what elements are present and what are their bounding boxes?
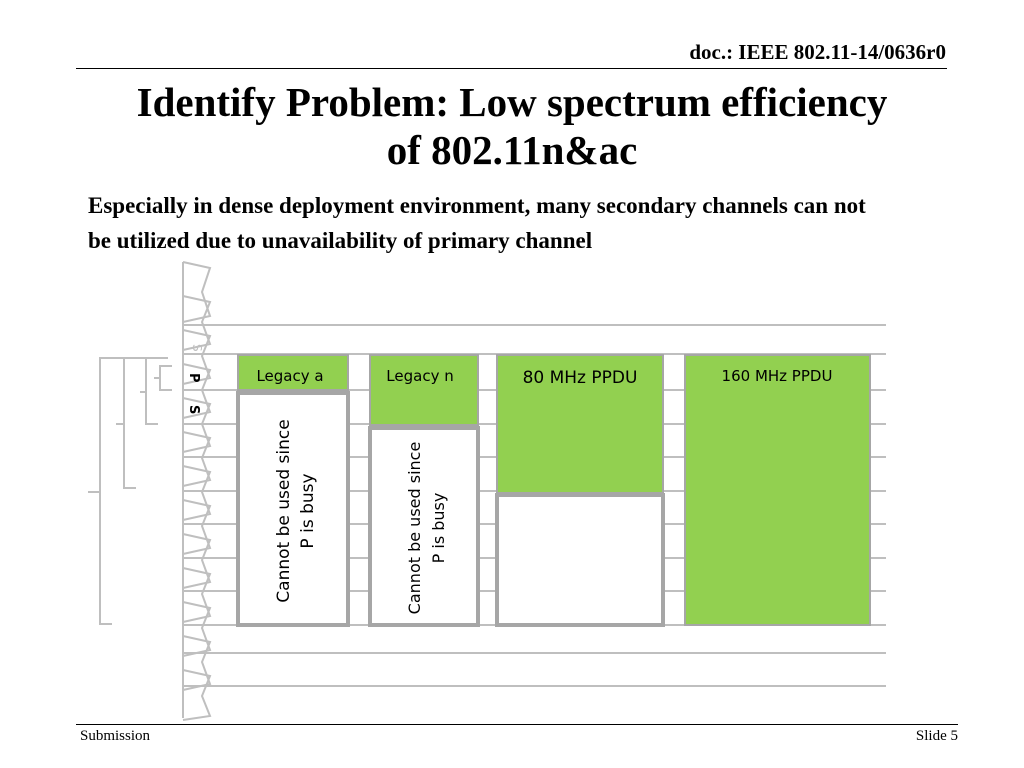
legacy-n-label: Legacy n — [386, 367, 453, 385]
busy-note-1-line-1: Cannot be used since — [274, 419, 294, 602]
footer-submission: Submission — [80, 728, 151, 744]
slide-subtitle: Especially in dense deployment environme… — [88, 193, 866, 253]
legacy-a-unused-block — [236, 391, 350, 627]
busy-note-2: Cannot be used since P is busy — [405, 442, 448, 615]
ppdu-160-label: 160 MHz PPDU — [722, 367, 833, 385]
ppdu-80-block — [496, 354, 664, 494]
footer-slide-number: Slide 5 — [915, 728, 958, 744]
legacy-a-block — [237, 354, 349, 391]
channel-label-primary: P — [186, 373, 201, 383]
legacy-n-unused-block — [368, 426, 480, 627]
header-divider — [76, 68, 947, 69]
legacy-n-block — [369, 354, 479, 426]
ppdu-80-unused-block — [495, 493, 665, 627]
ppdu-160-block — [684, 354, 871, 626]
footer-divider — [76, 724, 958, 725]
busy-note-2-line-2: P is busy — [429, 493, 448, 564]
slide-title: Identify Problem: Low spectrum efficienc… — [0, 78, 1024, 174]
busy-note-1-line-2: P is busy — [298, 473, 318, 548]
bandwidth-brackets — [88, 357, 172, 625]
legacy-a-label: Legacy a — [256, 367, 323, 385]
busy-note-2-line-1: Cannot be used since — [405, 442, 424, 615]
spectral-masks — [182, 261, 212, 721]
busy-note-1: Cannot be used since P is busy — [274, 419, 318, 602]
title-line-1: Identify Problem: Low spectrum efficienc… — [136, 79, 888, 125]
document-id: doc.: IEEE 802.11-14/0636r0 — [689, 40, 946, 64]
title-line-2: of 802.11n&ac — [386, 127, 638, 173]
channel-label-secondary: S — [186, 405, 201, 414]
channel-label-s-top: S — [190, 344, 204, 352]
ppdu-80-label: 80 MHz PPDU — [523, 368, 638, 388]
